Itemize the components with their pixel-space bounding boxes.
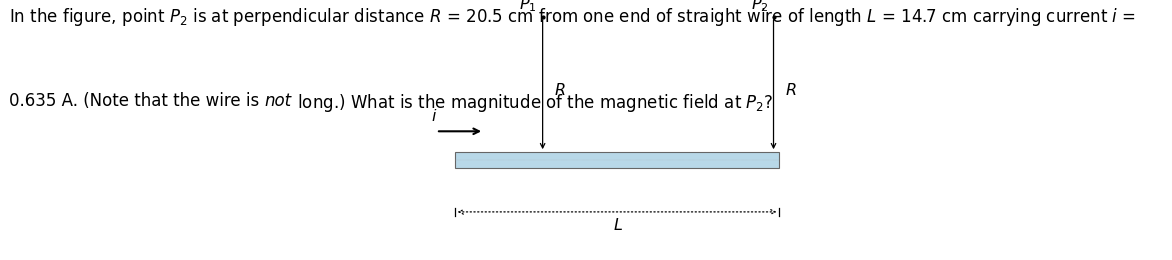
Bar	[455, 152, 779, 168]
Text: $R$: $R$	[785, 82, 797, 98]
Text: $i$: $i$	[431, 108, 437, 124]
Text: In the figure, point $P_2$ is at perpendicular distance $R$ = 20.5 cm from one e: In the figure, point $P_2$ is at perpend…	[9, 6, 1137, 29]
Text: 0.635 A. (Note that the wire is: 0.635 A. (Note that the wire is	[9, 92, 265, 110]
Text: $L$: $L$	[613, 217, 622, 233]
Text: not: not	[265, 92, 292, 110]
Text: $P_1$: $P_1$	[519, 0, 537, 14]
Text: long.) What is the magnitude of the magnetic field at $P_2$?: long.) What is the magnitude of the magn…	[292, 92, 774, 114]
Text: $P_2$: $P_2$	[751, 0, 769, 14]
Text: $R$: $R$	[554, 82, 566, 98]
